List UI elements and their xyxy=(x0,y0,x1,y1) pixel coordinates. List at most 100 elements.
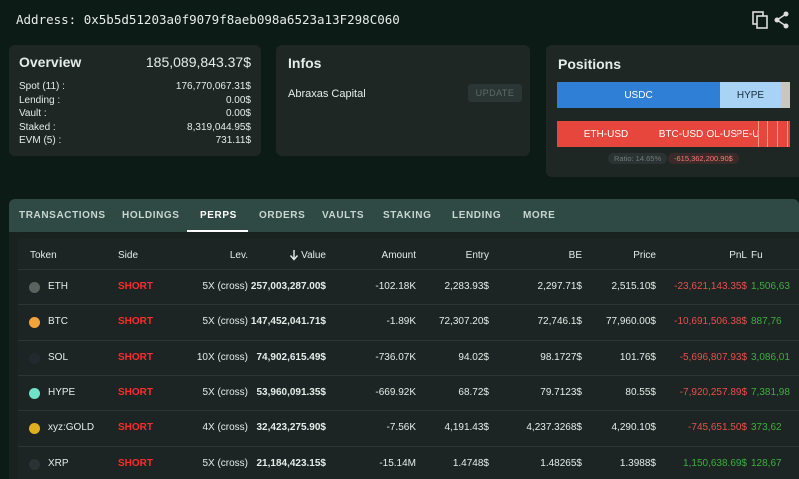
cell: 5X (cross) xyxy=(202,457,248,469)
cell: -736.07K xyxy=(375,351,416,363)
update-button[interactable]: UPDATE xyxy=(468,84,522,102)
cell: -745,651.50$ xyxy=(688,422,747,434)
column-header: Lev. xyxy=(229,250,248,261)
cell: 2,297.71$ xyxy=(537,281,583,292)
cell: 257,003,287.00$ xyxy=(250,281,326,292)
cell: 4,191.43$ xyxy=(444,422,490,434)
cell: 5X (cross) xyxy=(202,281,248,292)
row-separator xyxy=(18,410,799,412)
cell: 1,506,63 xyxy=(751,281,790,292)
cell: SHORT xyxy=(118,457,153,469)
overview-total: 185,089,843.37$ xyxy=(145,54,251,70)
cell: 80.55$ xyxy=(625,386,656,398)
overview-label: EVM (5) : xyxy=(19,135,62,146)
cell: SHORT xyxy=(118,422,153,434)
column-header: Entry xyxy=(465,250,489,261)
tab-bar: TRANSACTIONS HOLDINGS PERPS ORDERS VAULTS STA… xyxy=(9,199,799,232)
cell: 1.4748$ xyxy=(452,457,489,469)
cell: 7,381,98 xyxy=(751,386,790,398)
table-panel: Token Side Lev. Value Amount Entry BE Price PnL F… xyxy=(9,232,799,479)
cell: BTC xyxy=(48,316,68,328)
overview-value: 8,319,044.95$ xyxy=(187,121,251,133)
column-header: Amount xyxy=(381,250,416,261)
token-icon xyxy=(29,387,40,399)
tab-underline xyxy=(187,230,248,232)
tab[interactable]: LENDING xyxy=(452,210,502,221)
cell: 101.76$ xyxy=(619,351,656,363)
cell: -10,691,506.38$ xyxy=(674,316,747,328)
share-icon[interactable] xyxy=(774,11,790,29)
tab[interactable]: VAULTS xyxy=(322,210,365,221)
cell: 32,423,275.90$ xyxy=(256,422,326,434)
address: Address: 0x5b5d51203a0f9079f8aeb098a6523… xyxy=(16,12,400,27)
perp-segment-small xyxy=(778,121,788,147)
cell: 887,76 xyxy=(751,316,782,328)
column-header: Value xyxy=(301,250,326,261)
spot-segment: HYPE xyxy=(720,82,781,108)
positions-title: Positions xyxy=(558,56,622,72)
infos-card: Infos Abraxas Capital UPDATE xyxy=(276,45,530,156)
cell: SHORT xyxy=(118,316,153,328)
spot-bar: USDC HYPE xyxy=(557,82,790,108)
cell: 74,902,615.49$ xyxy=(256,351,326,363)
cell: 72,746.1$ xyxy=(537,316,583,328)
cell: XRP xyxy=(48,457,69,469)
tab[interactable]: PERPS xyxy=(200,210,237,221)
overview-label: Lending : xyxy=(19,94,61,106)
cell: 4,290.10$ xyxy=(611,422,657,434)
cell: 79.7123$ xyxy=(540,386,582,398)
cell: 2,283.93$ xyxy=(444,281,490,292)
overview-label: Spot (11) : xyxy=(19,81,65,92)
cell: 5X (cross) xyxy=(202,386,248,398)
row-separator xyxy=(18,304,799,306)
cell: 68.72$ xyxy=(458,386,489,398)
cell: -23,621,143.35$ xyxy=(674,281,747,292)
perp-segment-small xyxy=(768,121,778,147)
overview-card: Overview 185,089,843.37$ Spot (11) : 176,… xyxy=(9,45,261,156)
tab[interactable]: HOLDINGS xyxy=(122,210,180,221)
cell: 53,960,091.35$ xyxy=(256,386,326,398)
token-icon xyxy=(29,282,40,293)
overview-value: 731.11$ xyxy=(215,135,251,146)
column-header: Fu xyxy=(751,250,763,261)
cell: 98.1727$ xyxy=(540,351,582,363)
cell: 4X (cross) xyxy=(202,422,248,434)
infos-title: Infos xyxy=(288,55,322,71)
column-header: PnL xyxy=(729,250,747,261)
cell: SHORT xyxy=(118,351,153,363)
cell: 1.3988$ xyxy=(619,457,656,469)
cell: 4,237.3268$ xyxy=(526,422,582,434)
cell: -669.92K xyxy=(375,386,416,398)
overview-value: 0.00$ xyxy=(225,108,251,119)
token-icon xyxy=(29,458,40,470)
cell: 3,086,01 xyxy=(751,351,790,363)
cell: -1.89K xyxy=(386,316,416,328)
column-header: Price xyxy=(633,250,656,261)
copy-icon[interactable] xyxy=(752,11,768,29)
token-icon xyxy=(29,352,40,364)
cell: -5,696,807.93$ xyxy=(679,351,747,363)
cell: -7,920,257.89$ xyxy=(679,386,747,398)
cell: 94.02$ xyxy=(458,351,489,363)
cell: 2,515.10$ xyxy=(611,281,657,292)
cell: 5X (cross) xyxy=(202,316,248,328)
column-header: BE xyxy=(568,250,582,261)
cell: 21,184,423.15$ xyxy=(256,457,326,469)
cell: SHORT xyxy=(118,281,153,292)
tab[interactable]: ORDERS xyxy=(259,210,306,221)
perp-segment: ETH-USD xyxy=(557,121,656,147)
row-separator xyxy=(18,445,799,447)
column-header: Token xyxy=(30,250,57,261)
cell: 72,307.20$ xyxy=(438,316,489,328)
overview-value: 176,770,067.31$ xyxy=(175,81,251,92)
cell: xyz:GOLD xyxy=(48,422,95,434)
tab[interactable]: TRANSACTIONS xyxy=(19,210,106,221)
tab[interactable]: STAKING xyxy=(383,210,432,221)
sort-arrow xyxy=(289,250,299,261)
perp-segment: SOL-USD xyxy=(707,121,738,147)
infos-name: Abraxas Capital xyxy=(288,88,366,100)
tab[interactable]: MORE xyxy=(523,210,556,221)
cell: -15.14M xyxy=(379,457,416,469)
